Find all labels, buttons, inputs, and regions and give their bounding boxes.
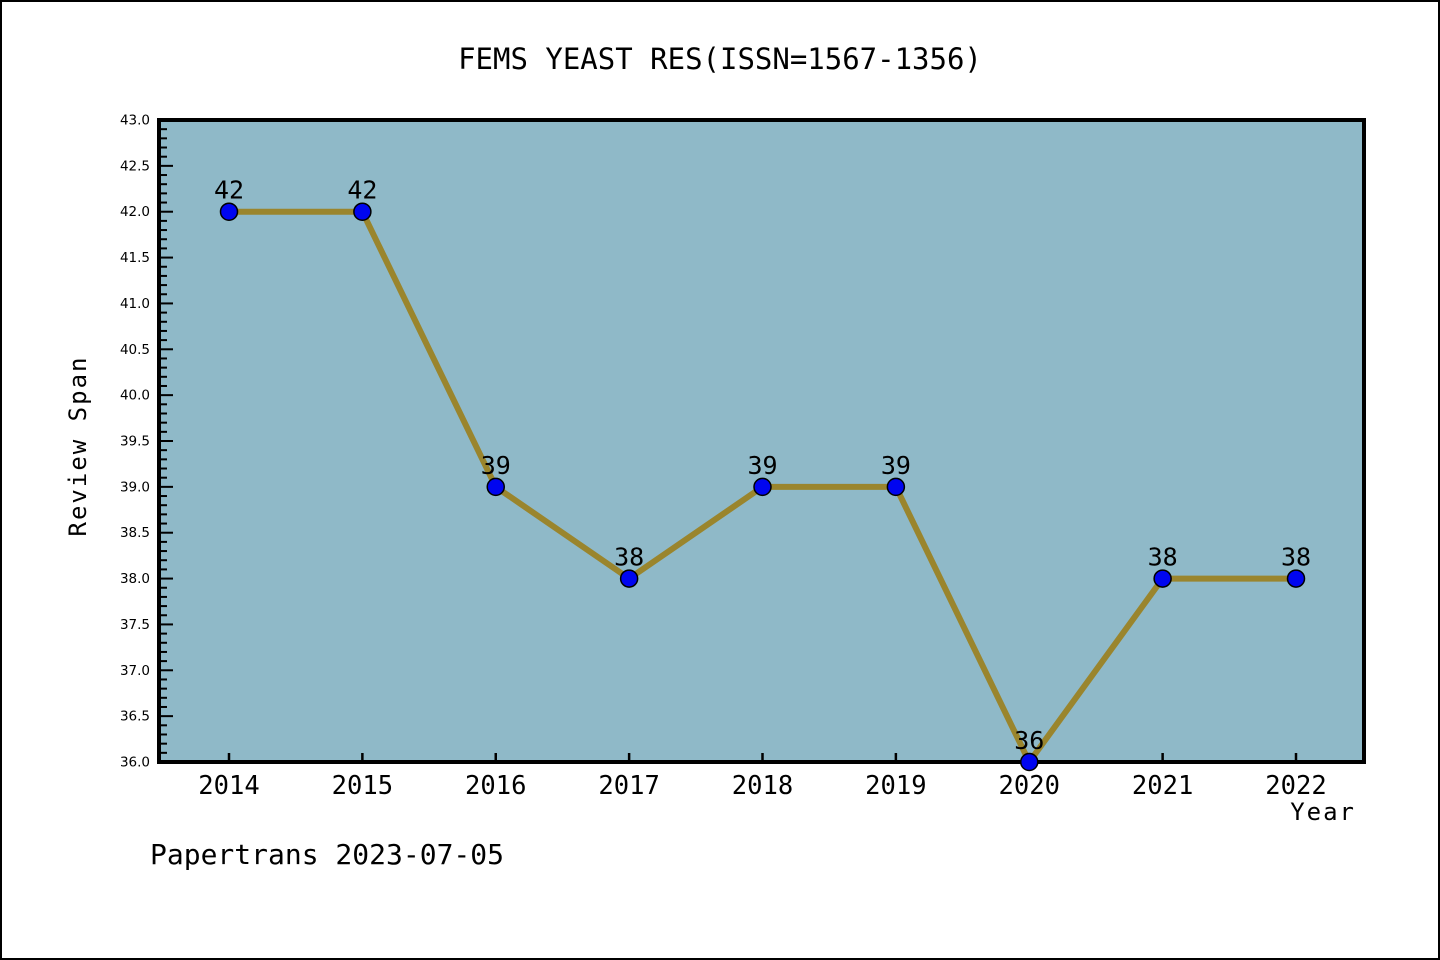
y-tick-label: 39.5 (120, 434, 150, 450)
x-tick-label: 2015 (332, 771, 393, 801)
data-point-label: 38 (1148, 543, 1178, 572)
data-point-marker (619, 569, 639, 588)
data-point-label: 39 (881, 451, 911, 480)
data-point-label: 39 (481, 451, 511, 480)
y-tick-label: 36.5 (120, 709, 150, 725)
plot-background (159, 120, 1364, 762)
y-tick-label: 39.0 (120, 479, 150, 495)
y-tick-label: 37.0 (120, 663, 150, 679)
data-point-label: 38 (614, 543, 644, 572)
data-point-marker (753, 477, 772, 497)
data-point-marker (486, 477, 505, 497)
data-point-label: 42 (214, 176, 244, 205)
data-point-marker (219, 202, 239, 221)
data-point-marker (1153, 569, 1172, 588)
y-tick-label: 41.5 (120, 250, 150, 266)
x-tick-label: 2021 (1132, 771, 1193, 801)
y-tick-label: 36.0 (120, 755, 150, 771)
y-tick-label: 40.5 (120, 342, 150, 358)
data-point-label: 36 (1014, 726, 1044, 755)
y-tick-label: 37.5 (120, 617, 150, 633)
data-point-marker (886, 477, 906, 497)
y-tick-label: 40.0 (120, 388, 150, 404)
x-tick-label: 2019 (865, 771, 926, 801)
data-point-label: 42 (347, 176, 377, 205)
y-tick-label: 41.0 (120, 296, 150, 312)
y-tick-label: 38.0 (120, 571, 150, 587)
x-tick-label: 2020 (999, 771, 1060, 801)
y-tick-label: 42.0 (120, 204, 150, 220)
data-point-marker (353, 202, 372, 221)
x-tick-label: 2018 (732, 771, 793, 801)
chart-title: FEMS YEAST RES(ISSN=1567-1356) (458, 42, 982, 76)
x-tick-label: 2016 (465, 771, 526, 801)
x-tick-label: 2022 (1265, 771, 1326, 801)
data-point-marker (1020, 752, 1039, 772)
x-axis-label: Year (1290, 798, 1356, 826)
x-tick-label: 2014 (198, 771, 259, 801)
watermark-text: Papertrans 2023-07-05 (150, 838, 505, 871)
data-point-marker (1286, 569, 1306, 588)
data-point-label: 38 (1281, 543, 1311, 572)
plot-frame (157, 118, 1366, 764)
y-tick-label: 38.5 (120, 525, 150, 541)
y-tick-label: 42.5 (120, 158, 150, 174)
y-tick-label: 43.0 (120, 113, 150, 129)
x-tick-label: 2017 (598, 771, 659, 801)
data-point-label: 39 (747, 451, 777, 480)
